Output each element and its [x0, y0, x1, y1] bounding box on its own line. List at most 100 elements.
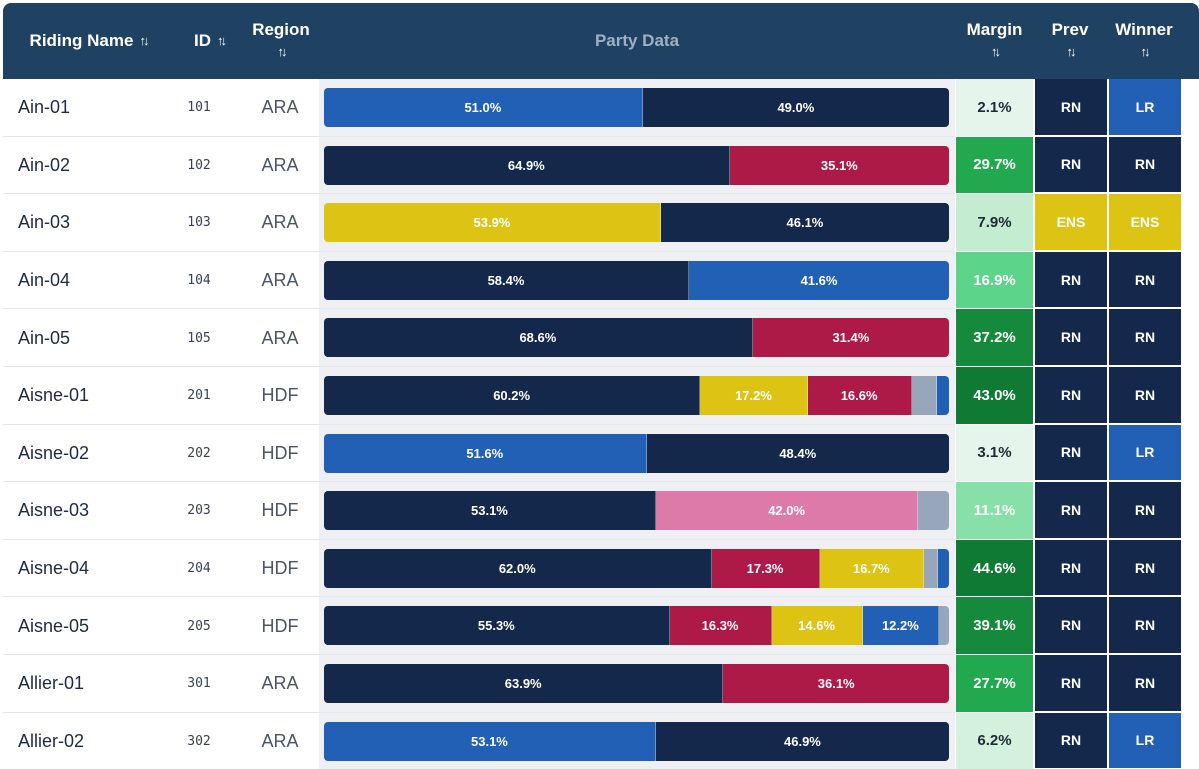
party-segment-grey[interactable]	[918, 491, 949, 531]
row-background	[3, 482, 319, 540]
party-segment-rn[interactable]: 53.1%	[324, 491, 656, 531]
table-row[interactable]: Ain-01 101 ARA 51.0% 49.0% 2.1% RN LR	[3, 79, 1199, 137]
party-segment-ens[interactable]: 53.9%	[324, 203, 661, 243]
party-segment-rn[interactable]: 48.4%	[646, 433, 949, 473]
party-segment-pink[interactable]: 42.0%	[655, 491, 919, 531]
party-segment-lr[interactable]: 51.0%	[324, 88, 643, 127]
table-header: Riding Name ↑↓ ID ↑↓ Region ↑↓ Party Data …	[3, 3, 1199, 79]
party-segment-rn[interactable]: 60.2%	[324, 376, 701, 415]
column-header-region[interactable]: Region ↑↓	[245, 3, 317, 79]
margin-cell: 3.1%	[956, 424, 1033, 483]
party-vote-bar: 51.0% 49.0%	[324, 88, 949, 127]
party-segment-rn[interactable]: 46.1%	[660, 203, 949, 243]
party-segment-rn[interactable]: 55.3%	[324, 606, 670, 646]
column-header-riding-name[interactable]: Riding Name ↑↓	[3, 3, 173, 79]
table-row[interactable]: Ain-02 102 ARA 64.9% 35.1% 29.7% RN RN	[3, 136, 1199, 195]
table-row[interactable]: Ain-03 103 ARA 53.9% 46.1% 7.9% ENS ENS	[3, 194, 1199, 252]
riding-region: ARA	[261, 270, 299, 291]
table-row[interactable]: Aisne-03 203 HDF 53.1% 42.0% 11.1% RN RN	[3, 482, 1199, 540]
sort-arrows-icon: ↑↓	[217, 33, 227, 48]
row-background	[3, 194, 319, 252]
party-segment-rn[interactable]: 46.9%	[655, 721, 949, 761]
party-segment-rn[interactable]: 64.9%	[324, 145, 730, 185]
winner-party-cell: RN	[1107, 482, 1181, 540]
table-row[interactable]: Allier-01 301 ARA 63.9% 36.1% 27.7% RN RN	[3, 655, 1199, 713]
riding-name: Ain-04	[18, 270, 71, 291]
margin-cell: 6.2%	[956, 712, 1033, 769]
header-margin-label: Margin	[966, 20, 1023, 39]
party-segment-lr[interactable]	[936, 376, 949, 415]
header-party-data-label: Party Data	[594, 31, 680, 50]
header-riding-name-label: Riding Name	[29, 31, 134, 50]
table-row[interactable]: Ain-05 105 ARA 68.6% 31.4% 37.2% RN RN	[3, 309, 1199, 367]
prev-party-cell: RN	[1033, 79, 1107, 137]
party-segment-rn[interactable]: 58.4%	[324, 260, 689, 300]
row-background	[3, 136, 319, 195]
party-segment-grey[interactable]	[939, 606, 949, 646]
party-segment-lr[interactable]: 41.6%	[689, 260, 949, 300]
table-row[interactable]: Aisne-04 204 HDF 62.0% 17.3% 16.7% 44.6% RN RN	[3, 539, 1199, 598]
party-segment-rn[interactable]: 49.0%	[642, 88, 949, 127]
riding-name: Ain-03	[18, 212, 71, 233]
party-segment-ens[interactable]: 16.7%	[819, 548, 924, 588]
party-segment-lr[interactable]	[937, 548, 949, 588]
party-segment-rn[interactable]: 63.9%	[324, 664, 724, 703]
riding-id: 205	[187, 618, 211, 634]
winner-party-cell: LR	[1107, 79, 1181, 137]
party-segment-nfp[interactable]: 35.1%	[729, 145, 949, 185]
riding-region: HDF	[261, 442, 299, 463]
party-segment-nfp[interactable]: 31.4%	[752, 318, 949, 358]
party-vote-bar: 55.3% 16.3% 14.6% 12.2%	[324, 606, 949, 646]
sort-arrows-icon: ↑↓	[1140, 44, 1151, 59]
row-background	[3, 309, 319, 367]
party-vote-bar: 53.9% 46.1%	[324, 203, 949, 243]
party-segment-grey[interactable]	[911, 376, 937, 415]
table-row[interactable]: Aisne-01 201 HDF 60.2% 17.2% 16.6% 43.0% RN RN	[3, 367, 1199, 425]
winner-party-cell: ENS	[1107, 194, 1181, 252]
party-segment-lr[interactable]: 12.2%	[862, 606, 939, 646]
party-segment-grey[interactable]	[924, 548, 938, 588]
prev-party-cell: RN	[1033, 597, 1107, 655]
riding-region: HDF	[261, 500, 299, 521]
column-header-prev[interactable]: Prev ↑↓	[1033, 3, 1107, 79]
party-segment-nfp[interactable]: 17.3%	[711, 548, 820, 588]
party-segment-rn[interactable]: 62.0%	[324, 548, 712, 588]
row-background	[3, 539, 319, 598]
table-row[interactable]: Aisne-02 202 HDF 51.6% 48.4% 3.1% RN LR	[3, 424, 1199, 483]
header-region-label: Region	[252, 20, 310, 39]
party-segment-ens[interactable]: 17.2%	[700, 376, 808, 415]
riding-id: 103	[187, 215, 211, 231]
party-segment-nfp[interactable]: 16.6%	[807, 376, 912, 415]
prev-party-cell: RN	[1033, 424, 1107, 483]
winner-party-cell: RN	[1107, 309, 1181, 367]
party-segment-lr[interactable]: 53.1%	[324, 721, 656, 761]
prev-party-cell: RN	[1033, 539, 1107, 598]
sort-arrows-icon: ↑↓	[277, 44, 288, 59]
row-background	[3, 424, 319, 483]
party-segment-ens[interactable]: 14.6%	[771, 606, 863, 646]
table-row[interactable]: Ain-04 104 ARA 58.4% 41.6% 16.9% RN RN	[3, 251, 1199, 310]
row-background	[3, 712, 319, 769]
riding-id: 104	[187, 273, 211, 289]
party-segment-rn[interactable]: 68.6%	[324, 318, 753, 358]
sort-arrows-icon: ↑↓	[991, 44, 1001, 59]
party-vote-bar: 58.4% 41.6%	[324, 260, 949, 300]
header-prev-label: Prev	[1051, 20, 1089, 39]
row-background	[3, 597, 319, 655]
table-row[interactable]: Allier-02 302 ARA 53.1% 46.9% 6.2% RN LR	[3, 712, 1199, 769]
header-id-label: ID	[194, 31, 211, 50]
party-segment-nfp[interactable]: 16.3%	[669, 606, 772, 646]
winner-party-cell: RN	[1107, 251, 1181, 310]
sort-arrows-icon: ↑↓	[139, 33, 149, 48]
margin-cell: 7.9%	[956, 194, 1033, 252]
prev-party-cell: ENS	[1033, 194, 1107, 252]
table-row[interactable]: Aisne-05 205 HDF 55.3% 16.3% 14.6% 12.2% 39.1% R…	[3, 597, 1199, 655]
winner-party-cell: LR	[1107, 424, 1181, 483]
column-header-margin[interactable]: Margin ↑↓	[956, 3, 1033, 79]
column-header-id[interactable]: ID ↑↓	[173, 3, 245, 79]
party-segment-lr[interactable]: 51.6%	[324, 433, 647, 473]
riding-id: 101	[187, 100, 211, 116]
scrollbar-track[interactable]	[1181, 79, 1199, 769]
party-segment-nfp[interactable]: 36.1%	[723, 664, 949, 703]
column-header-winner[interactable]: Winner ↑↓	[1107, 3, 1181, 79]
